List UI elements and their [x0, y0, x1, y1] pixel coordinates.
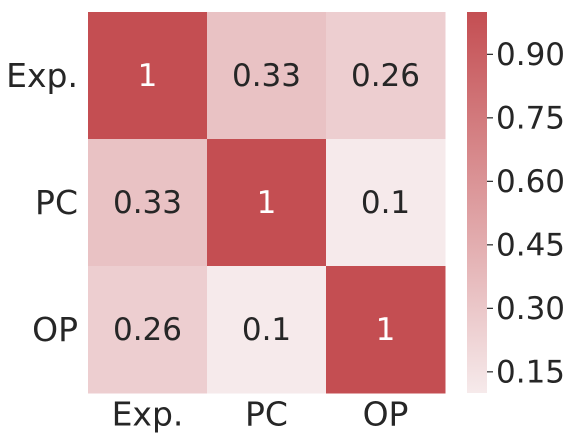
cell-label: 0.33	[113, 185, 182, 221]
heatmap-cell	[326, 12, 446, 140]
cell-label: 0.1	[361, 185, 410, 221]
heatmap-cell	[207, 266, 327, 394]
y-tick-label: OP	[32, 310, 78, 349]
y-tick-label: PC	[35, 183, 78, 222]
heatmap-cell	[88, 12, 208, 140]
colorbar	[467, 12, 487, 393]
colorbar-tick-label: 0.30	[496, 291, 565, 327]
colorbar-tick-label: 0.90	[496, 37, 565, 73]
x-tick-label: OP	[363, 395, 409, 434]
heatmap-cell	[207, 139, 327, 267]
x-tick-label: PC	[245, 395, 288, 434]
heatmap-cell	[326, 139, 446, 267]
cell-label: 1	[257, 185, 277, 221]
colorbar-tick-label: 0.75	[496, 100, 565, 136]
cell-label: 0.26	[113, 312, 182, 348]
heatmap-cell	[326, 266, 446, 394]
cell-label: 0.26	[351, 58, 420, 94]
colorbar-tick-label: 0.15	[496, 354, 565, 390]
cell-label: 0.33	[232, 58, 301, 94]
x-tick-label: Exp.	[112, 395, 184, 434]
heatmap-cell	[88, 139, 208, 267]
y-tick-label: Exp.	[6, 56, 78, 95]
colorbar-tick-label: 0.60	[496, 164, 565, 200]
heatmap-cell	[207, 12, 327, 140]
heatmap-cell	[88, 266, 208, 394]
cell-label: 1	[376, 312, 396, 348]
colorbar-tick-label: 0.45	[496, 227, 565, 263]
cell-label: 0.1	[242, 312, 291, 348]
cell-label: 1	[138, 58, 158, 94]
